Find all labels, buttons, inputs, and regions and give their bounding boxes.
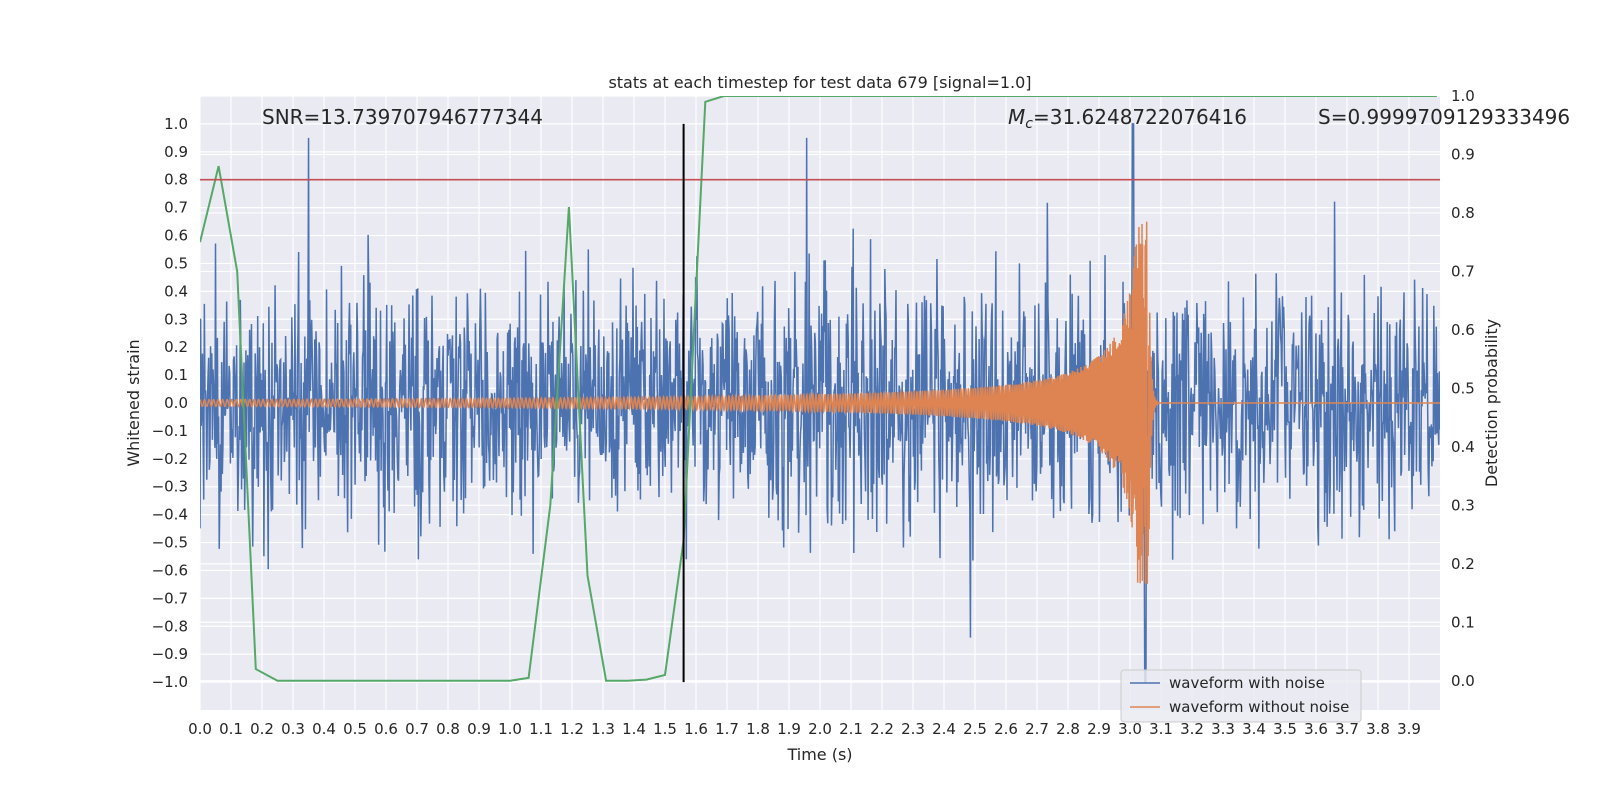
mc-value: =31.6248722076416 — [1033, 105, 1247, 129]
series-detection-probability — [200, 96, 1437, 682]
x-tick-label: 1.0 — [498, 720, 522, 738]
series-waveform-with-noise — [200, 123, 1440, 683]
y-right-tick-label: 0.2 — [1451, 555, 1475, 573]
x-tick-label: 0.9 — [467, 720, 491, 738]
y-right-tick-label: 1.0 — [1451, 87, 1475, 105]
series-layer — [200, 96, 1440, 683]
y-right-tick-label: 0.5 — [1451, 379, 1475, 397]
y-tick-label: −0.1 — [152, 422, 188, 440]
x-tick-label: 0.0 — [188, 720, 212, 738]
y-tick-label: −0.9 — [152, 645, 188, 663]
x-tick-label: 1.6 — [684, 720, 708, 738]
x-tick-label: 1.8 — [746, 720, 770, 738]
x-tick-label: 1.1 — [529, 720, 553, 738]
x-tick-label: 3.9 — [1397, 720, 1421, 738]
x-tick-label: 0.8 — [436, 720, 460, 738]
x-tick-label: 0.2 — [250, 720, 274, 738]
x-tick-label: 0.6 — [374, 720, 398, 738]
x-tick-label: 1.4 — [622, 720, 646, 738]
x-tick-label: 2.5 — [963, 720, 987, 738]
y-tick-label: 0.4 — [164, 282, 188, 300]
y-right-tick-label: 0.9 — [1451, 145, 1475, 163]
mc-annotation: Mc=31.6248722076416 — [1008, 105, 1247, 132]
x-tick-label: 1.5 — [653, 720, 677, 738]
x-tick-label: 1.2 — [560, 720, 584, 738]
legend-box — [1120, 669, 1362, 723]
y-right-tick-label: 0.7 — [1451, 262, 1475, 280]
x-tick-label: 3.6 — [1304, 720, 1328, 738]
x-tick-label: 0.1 — [219, 720, 243, 738]
x-tick-label: 3.4 — [1242, 720, 1266, 738]
x-tick-label: 0.3 — [281, 720, 305, 738]
y-tick-label: 0.2 — [164, 338, 188, 356]
x-tick-label: 0.7 — [405, 720, 429, 738]
x-tick-label: 2.7 — [1025, 720, 1049, 738]
y-tick-label: −0.5 — [152, 534, 188, 552]
y-right-tick-label: 0.4 — [1451, 438, 1475, 456]
legend-label-clean: waveform without noise — [1169, 698, 1349, 716]
y-right-tick-label: 0.1 — [1451, 613, 1475, 631]
x-tick-label: 0.5 — [343, 720, 367, 738]
y-tick-label: 0.3 — [164, 310, 188, 328]
y-tick-label: 1.0 — [164, 115, 188, 133]
y-tick-label: −0.7 — [152, 589, 188, 607]
x-tick-label: 2.6 — [994, 720, 1018, 738]
s-annotation: S=0.9999709129333496 — [1318, 105, 1570, 129]
mc-subscript: c — [1025, 116, 1033, 132]
x-tick-label: 2.8 — [1056, 720, 1080, 738]
y-tick-label: −0.3 — [152, 478, 188, 496]
x-tick-label: 0.4 — [312, 720, 336, 738]
x-tick-label: 1.9 — [777, 720, 801, 738]
y-right-axis-label: Detection probability — [1482, 319, 1501, 487]
legend-label-noise: waveform with noise — [1169, 674, 1325, 692]
y-tick-label: −0.4 — [152, 506, 188, 524]
x-tick-label: 3.2 — [1180, 720, 1204, 738]
tick-labels: 0.0 0.1 0.2 0.3 0.4 0.5 0.6 0.7 0.8 0.9 1.0 1.1 1.2 1… — [152, 87, 1475, 738]
x-tick-label: 2.4 — [932, 720, 956, 738]
y-tick-label: 0.6 — [164, 227, 188, 245]
y-right-tick-label: 0.0 — [1451, 672, 1475, 690]
x-tick-label: 2.3 — [901, 720, 925, 738]
x-tick-label: 1.7 — [715, 720, 739, 738]
x-tick-label: 3.8 — [1366, 720, 1390, 738]
y-tick-label: 0.5 — [164, 254, 188, 272]
x-axis-label: Time (s) — [786, 745, 852, 764]
y-axis-label: Whitened strain — [124, 339, 143, 466]
y-right-tick-label: 0.3 — [1451, 496, 1475, 514]
mc-symbol: M — [1008, 105, 1025, 129]
legend: waveform with noise waveform without noi… — [1120, 669, 1362, 723]
x-tick-label: 3.3 — [1211, 720, 1235, 738]
series-waveform-without-noise — [200, 221, 1440, 584]
chart-title: stats at each timestep for test data 679… — [608, 73, 1031, 92]
x-tick-label: 1.3 — [591, 720, 615, 738]
y-tick-label: 0.8 — [164, 171, 188, 189]
y-tick-label: −0.6 — [152, 561, 188, 579]
overlay-layer — [200, 123, 1440, 683]
y-tick-label: −0.8 — [152, 617, 188, 635]
y-tick-label: 0.1 — [164, 366, 188, 384]
y-right-tick-label: 0.8 — [1451, 204, 1475, 222]
y-tick-label: 0.7 — [164, 199, 188, 217]
x-tick-label: 3.5 — [1273, 720, 1297, 738]
x-tick-label: 2.1 — [839, 720, 863, 738]
x-tick-label: 3.0 — [1118, 720, 1142, 738]
x-tick-label: 3.1 — [1149, 720, 1173, 738]
y-tick-label: −1.0 — [152, 673, 188, 691]
x-tick-label: 2.0 — [808, 720, 832, 738]
x-tick-label: 2.2 — [870, 720, 894, 738]
x-tick-label: 3.7 — [1335, 720, 1359, 738]
y-tick-label: −0.2 — [152, 450, 188, 468]
x-tick-label: 2.9 — [1087, 720, 1111, 738]
y-tick-label: 0.0 — [164, 394, 188, 412]
y-right-tick-label: 0.6 — [1451, 321, 1475, 339]
snr-annotation: SNR=13.739707946777344 — [262, 105, 543, 129]
y-tick-label: 0.9 — [164, 143, 188, 161]
